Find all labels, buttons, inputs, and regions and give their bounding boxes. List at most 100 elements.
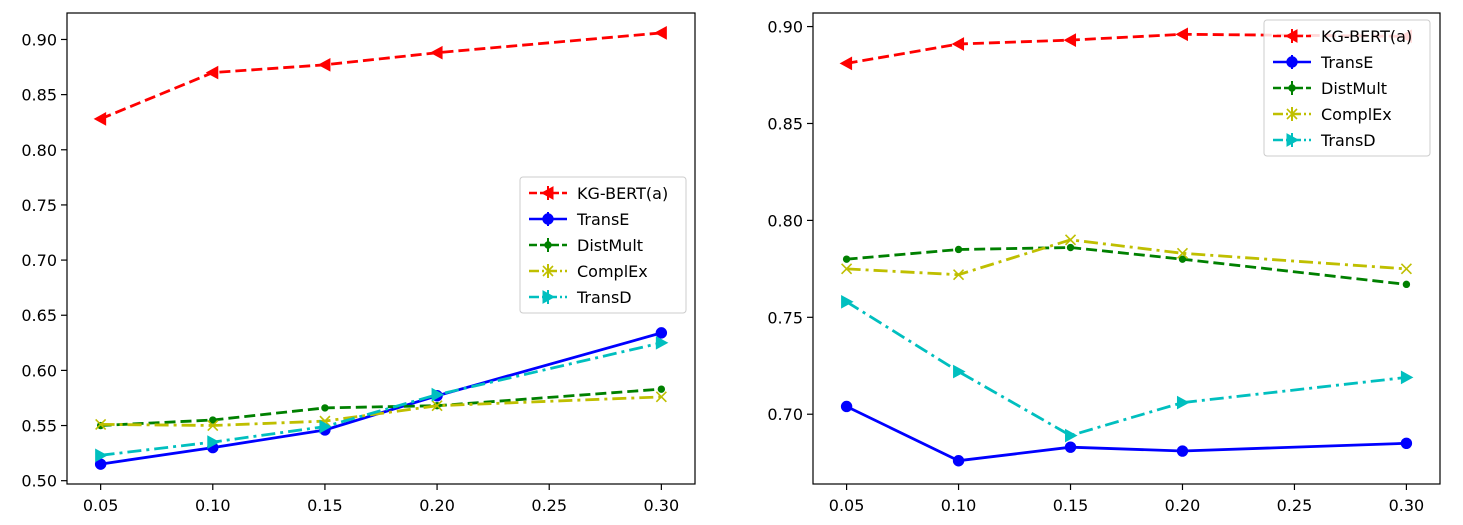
data-point-complex bbox=[841, 263, 853, 275]
series-distmult bbox=[842, 243, 1411, 289]
data-point-transd bbox=[953, 364, 966, 379]
y-tick-label: 0.70 bbox=[21, 251, 57, 270]
y-tick-label: 0.80 bbox=[21, 141, 57, 160]
data-point-transd bbox=[95, 448, 108, 463]
legend-entry-complex: ComplEx bbox=[1273, 105, 1392, 124]
legend-marker-distmult bbox=[1288, 84, 1296, 92]
data-point-kg-bert-a bbox=[93, 112, 107, 126]
legend: KG-BERT(a) TransE DistMult ComplEx TransD bbox=[1263, 19, 1431, 157]
legend-label: DistMult bbox=[1321, 79, 1387, 98]
data-point-transd bbox=[841, 294, 854, 309]
legend-entry-kg-bert-a: KG-BERT(a) bbox=[1273, 27, 1412, 46]
chart-right: 0.05 0.10 0.15 0.20 0.25 0.30 0.70 0.75 0.80 0.85… bbox=[767, 12, 1441, 515]
x-tick-label: 0.15 bbox=[307, 496, 343, 515]
data-point-complex bbox=[207, 419, 219, 432]
legend-label: KG-BERT(a) bbox=[577, 184, 668, 203]
plot-frame bbox=[812, 12, 1441, 485]
data-point-transd bbox=[1065, 428, 1078, 443]
y-tick-label: 0.85 bbox=[767, 114, 803, 133]
data-point-kg-bert-a bbox=[951, 37, 965, 51]
y-tick-label: 0.75 bbox=[21, 196, 57, 215]
series-transd bbox=[841, 294, 1414, 443]
data-point-transe bbox=[952, 455, 965, 467]
x-tick-label: 0.30 bbox=[644, 496, 680, 515]
data-point-kg-bert-a bbox=[317, 58, 331, 72]
data-point-complex bbox=[95, 418, 107, 431]
legend-entry-kg-bert-a: KG-BERT(a) bbox=[529, 184, 668, 203]
series-line-transe bbox=[845, 405, 1407, 463]
x-tick-label: 0.30 bbox=[1389, 496, 1425, 515]
data-point-kg-bert-a bbox=[430, 45, 443, 60]
data-point-complex bbox=[1064, 234, 1077, 246]
y-tick-label: 0.60 bbox=[21, 361, 57, 380]
y-tick-label: 0.85 bbox=[21, 86, 57, 105]
data-point-distmult bbox=[657, 385, 666, 393]
series-line-distmult bbox=[100, 387, 662, 427]
legend-label: TransD bbox=[1320, 131, 1376, 150]
data-point-transd bbox=[1176, 395, 1190, 410]
legend-marker-distmult bbox=[544, 241, 552, 249]
series-transd bbox=[95, 335, 669, 463]
data-point-kg-bert-a bbox=[205, 65, 219, 80]
data-point-transe bbox=[1400, 437, 1413, 449]
data-point-distmult bbox=[1402, 280, 1411, 289]
data-point-transd bbox=[319, 419, 332, 434]
legend-label: TransE bbox=[1320, 53, 1373, 72]
y-tick-label: 0.70 bbox=[767, 405, 803, 424]
y-tick-label: 0.80 bbox=[767, 211, 803, 230]
legend-box bbox=[519, 176, 687, 314]
series-complex bbox=[841, 234, 1412, 281]
plot-frame bbox=[66, 12, 696, 485]
data-point-distmult bbox=[1066, 243, 1075, 252]
data-point-complex bbox=[655, 391, 667, 403]
legend-label: ComplEx bbox=[1321, 105, 1392, 124]
data-point-transe bbox=[1064, 441, 1077, 453]
x-tick-label: 0.05 bbox=[829, 496, 865, 515]
y-tick-label: 0.75 bbox=[767, 308, 803, 327]
series-line-transd bbox=[845, 300, 1407, 437]
data-point-complex bbox=[1176, 247, 1189, 259]
data-point-transe bbox=[655, 327, 668, 339]
series-distmult bbox=[96, 385, 666, 430]
legend-marker-transe bbox=[542, 213, 554, 225]
legend-entry-transe: TransE bbox=[1273, 53, 1373, 72]
data-point-kg-bert-a bbox=[1063, 33, 1077, 47]
x-tick-label: 0.20 bbox=[419, 496, 455, 515]
data-point-transd bbox=[431, 387, 445, 402]
chart-left: 0.05 0.10 0.15 0.20 0.25 0.30 0.50 0.55 0.60 0.65… bbox=[21, 12, 696, 515]
legend-entry-transd: TransD bbox=[1273, 131, 1376, 150]
x-tick-label: 0.10 bbox=[195, 496, 231, 515]
series-transe bbox=[94, 327, 668, 470]
legend-entry-transd: TransD bbox=[529, 288, 632, 307]
x-tick-label: 0.20 bbox=[1165, 496, 1201, 515]
legend-box bbox=[1263, 19, 1431, 157]
x-tick-label: 0.10 bbox=[941, 496, 977, 515]
series-line-distmult bbox=[846, 246, 1407, 286]
series-line-kg-bert-a bbox=[100, 31, 662, 121]
y-tick-label: 0.65 bbox=[21, 306, 57, 325]
data-point-transd bbox=[1400, 370, 1414, 385]
x-tick-label: 0.25 bbox=[531, 496, 567, 515]
y-tick-label: 0.55 bbox=[21, 417, 57, 436]
series-transe bbox=[840, 400, 1413, 467]
series-kg-bert-a bbox=[93, 26, 667, 126]
legend-label: TransE bbox=[576, 210, 629, 229]
legend-marker-complex bbox=[1286, 108, 1298, 120]
series-line-transd bbox=[100, 341, 662, 457]
legend: KG-BERT(a) TransE DistMult ComplEx TransD bbox=[519, 176, 687, 314]
x-tick-label: 0.25 bbox=[1277, 496, 1313, 515]
legend-entry-transe: TransE bbox=[529, 210, 629, 229]
data-point-complex bbox=[952, 269, 965, 281]
legend-label: DistMult bbox=[577, 236, 643, 255]
data-point-transe bbox=[840, 400, 853, 413]
legend-entry-distmult: DistMult bbox=[1273, 79, 1387, 98]
data-point-distmult bbox=[321, 404, 329, 412]
data-point-kg-bert-a bbox=[839, 56, 853, 71]
legend-entry-distmult: DistMult bbox=[529, 236, 643, 255]
series-line-complex bbox=[846, 238, 1407, 277]
data-point-distmult bbox=[954, 245, 963, 254]
legend-marker-kg-bert-a bbox=[1284, 29, 1298, 43]
legend-marker-kg-bert-a bbox=[540, 186, 554, 200]
legend-label: KG-BERT(a) bbox=[1321, 27, 1412, 46]
